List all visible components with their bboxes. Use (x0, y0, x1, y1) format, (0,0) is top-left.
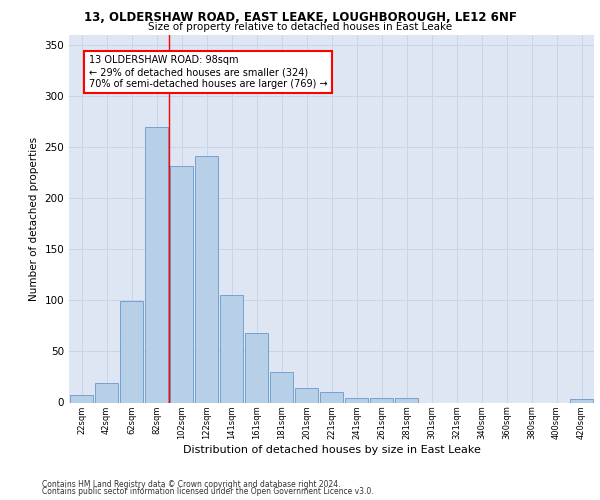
Text: 13, OLDERSHAW ROAD, EAST LEAKE, LOUGHBOROUGH, LE12 6NF: 13, OLDERSHAW ROAD, EAST LEAKE, LOUGHBOR… (83, 11, 517, 24)
Y-axis label: Number of detached properties: Number of detached properties (29, 136, 39, 301)
Text: 13 OLDERSHAW ROAD: 98sqm
← 29% of detached houses are smaller (324)
70% of semi-: 13 OLDERSHAW ROAD: 98sqm ← 29% of detach… (89, 56, 328, 88)
Bar (70, 396, 93, 402)
Bar (345, 398, 368, 402)
Bar (370, 398, 393, 402)
Bar (295, 388, 318, 402)
X-axis label: Distribution of detached houses by size in East Leake: Distribution of detached houses by size … (182, 444, 481, 454)
Bar (245, 333, 268, 402)
Text: Contains public sector information licensed under the Open Government Licence v3: Contains public sector information licen… (42, 487, 374, 496)
Text: Size of property relative to detached houses in East Leake: Size of property relative to detached ho… (148, 22, 452, 32)
Bar (270, 372, 293, 402)
Bar (395, 398, 418, 402)
Text: Contains HM Land Registry data © Crown copyright and database right 2024.: Contains HM Land Registry data © Crown c… (42, 480, 341, 489)
Bar (570, 400, 593, 402)
Bar (95, 383, 118, 402)
Bar (120, 302, 143, 402)
Bar (170, 166, 193, 402)
Bar (220, 296, 243, 403)
Bar (145, 127, 168, 402)
Bar (320, 392, 343, 402)
Bar (195, 156, 218, 402)
